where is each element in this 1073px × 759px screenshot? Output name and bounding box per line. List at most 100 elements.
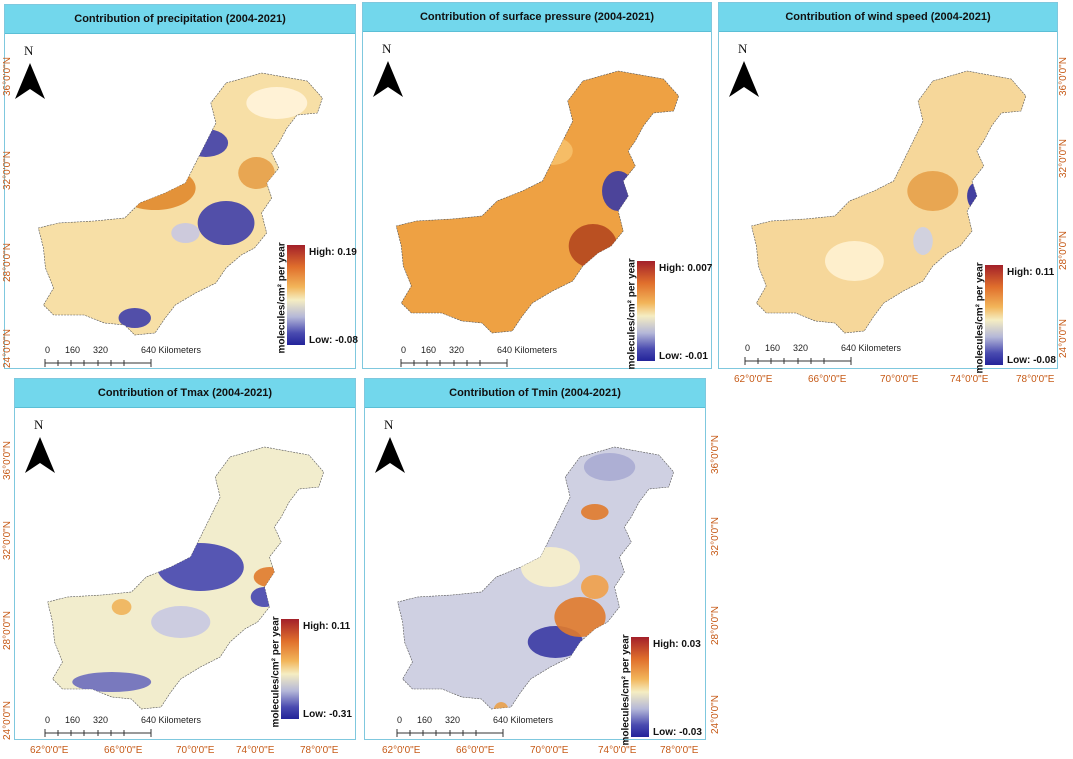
north-letter: N <box>34 417 44 432</box>
north-letter: N <box>384 417 394 432</box>
legend-color-ramp <box>281 619 299 719</box>
legend-high: High: 0.03 <box>653 639 701 650</box>
raster-patch <box>602 171 635 211</box>
north-letter: N <box>738 41 748 56</box>
scale-tick: 640 Kilometers <box>497 345 558 355</box>
scale-bar: 0 160 320 640 Kilometers <box>393 715 593 745</box>
legend-unit-label: molecules/cm² per year <box>620 634 632 746</box>
legend-low: Low: -0.08 <box>309 335 358 346</box>
raster-patch <box>114 166 196 210</box>
raster-patch <box>568 224 618 268</box>
raster-patch <box>580 575 609 599</box>
north-arrow-icon: N <box>25 417 55 475</box>
scale-bar: 0 160 320 640 Kilometers <box>397 345 597 375</box>
raster-patch <box>973 206 990 226</box>
lon-label: 62°0'0"E <box>382 745 421 756</box>
lat-label: 24°0'0"N <box>2 329 13 368</box>
scale-tick: 320 <box>449 345 465 355</box>
lat-label: 24°0'0"N <box>2 701 13 740</box>
country-outline <box>395 70 680 334</box>
scale-tick: 160 <box>421 345 437 355</box>
panel-title: Contribution of wind speed (2004-2021) <box>719 3 1057 32</box>
raster-patch <box>118 308 151 328</box>
legend-unit-label: molecules/cm² per year <box>276 242 288 354</box>
scale-tick: 160 <box>65 345 81 355</box>
raster-patch <box>111 599 132 615</box>
pakistan-map <box>37 72 323 336</box>
legend: molecules/cm² per year High: 0.11 Low: -… <box>969 262 1056 375</box>
scale-bar: 0 160 320 640 Kilometers <box>41 345 241 375</box>
north-arrow-icon: N <box>729 41 759 99</box>
legend-low: Low: -0.01 <box>659 351 708 362</box>
raster-patch <box>583 453 636 481</box>
raster-patch <box>183 129 229 157</box>
lon-label: 70°0'0"E <box>176 745 215 756</box>
legend-unit-label: molecules/cm² per year <box>270 616 282 728</box>
legend-color-ramp <box>985 265 1003 365</box>
lat-label: 28°0'0"N <box>2 611 13 650</box>
raster-patch <box>532 137 573 165</box>
scale-tick: 0 <box>401 345 407 355</box>
lon-label: 62°0'0"E <box>734 374 773 385</box>
legend-low: Low: -0.03 <box>653 727 702 738</box>
legend-low: Low: -0.08 <box>1007 355 1056 366</box>
legend: molecules/cm² per year High: 0.11 Low: -… <box>265 616 352 729</box>
legend-unit-label: molecules/cm² per year <box>974 262 986 374</box>
scale-tick: 320 <box>93 715 109 725</box>
pakistan-map <box>397 446 674 710</box>
pakistan-map <box>47 446 324 710</box>
scale-tick: 640 Kilometers <box>141 345 202 355</box>
lon-label: 66°0'0"E <box>456 745 495 756</box>
north-arrow-icon: N <box>15 43 45 101</box>
legend-color-ramp <box>637 261 655 361</box>
raster-patch <box>907 171 959 211</box>
lat-label: 32°0'0"N <box>2 521 13 560</box>
scale-tick: 320 <box>93 345 109 355</box>
scale-tick: 640 Kilometers <box>841 343 902 353</box>
raster-patch <box>151 606 211 638</box>
raster-patch <box>238 157 275 189</box>
north-arrow-icon: N <box>373 41 403 99</box>
raster-patch <box>825 241 884 281</box>
lat-label: 24°0'0"N <box>1058 319 1069 358</box>
legend-high: High: 0.11 <box>303 621 351 632</box>
map-panel-precipitation: Contribution of precipitation (2004-2021… <box>4 4 358 369</box>
lon-label: 74°0'0"E <box>236 745 275 756</box>
raster-patch <box>72 672 152 692</box>
legend-color-ramp <box>287 245 305 345</box>
legend-high: High: 0.007 <box>659 263 713 274</box>
raster-patch <box>493 702 510 709</box>
scale-tick: 320 <box>793 343 809 353</box>
legend-unit-label: molecules/cm² per year <box>626 258 638 370</box>
legend: molecules/cm² per year High: 0.19 Low: -… <box>271 242 358 355</box>
country-outline <box>751 70 1027 334</box>
lat-label: 36°0'0"N <box>2 57 13 96</box>
panel-title: Contribution of precipitation (2004-2021… <box>5 5 355 34</box>
lon-label: 70°0'0"E <box>880 374 919 385</box>
lat-label: 36°0'0"N <box>2 441 13 480</box>
legend-high: High: 0.11 <box>1007 267 1055 278</box>
scale-tick: 320 <box>445 715 461 725</box>
scale-tick: 0 <box>45 715 51 725</box>
raster-patch <box>580 504 609 520</box>
raster-patch <box>520 547 581 587</box>
map-panel-tmax: Contribution of Tmax (2004-2021) N molec… <box>14 378 356 740</box>
legend-color-ramp <box>631 637 649 737</box>
raster-patch <box>246 87 308 119</box>
map-panel-surface-pressure: Contribution of surface pressure (2004-2… <box>362 2 713 370</box>
lat-label: 28°0'0"N <box>1058 231 1069 270</box>
lon-label: 70°0'0"E <box>530 745 569 756</box>
scale-bar: 0 160 320 640 Kilometers <box>41 715 241 745</box>
pakistan-map <box>395 70 680 334</box>
lon-label: 74°0'0"E <box>950 374 989 385</box>
scale-tick: 640 Kilometers <box>493 715 554 725</box>
lon-label: 62°0'0"E <box>30 745 69 756</box>
north-arrow-icon: N <box>375 417 405 475</box>
lon-label: 66°0'0"E <box>104 745 143 756</box>
lat-label: 32°0'0"N <box>710 517 721 556</box>
raster-patch <box>913 227 933 255</box>
scale-tick: 160 <box>765 343 781 353</box>
lat-label: 32°0'0"N <box>2 151 13 190</box>
lat-label: 24°0'0"N <box>710 695 721 734</box>
lat-label: 28°0'0"N <box>710 606 721 645</box>
